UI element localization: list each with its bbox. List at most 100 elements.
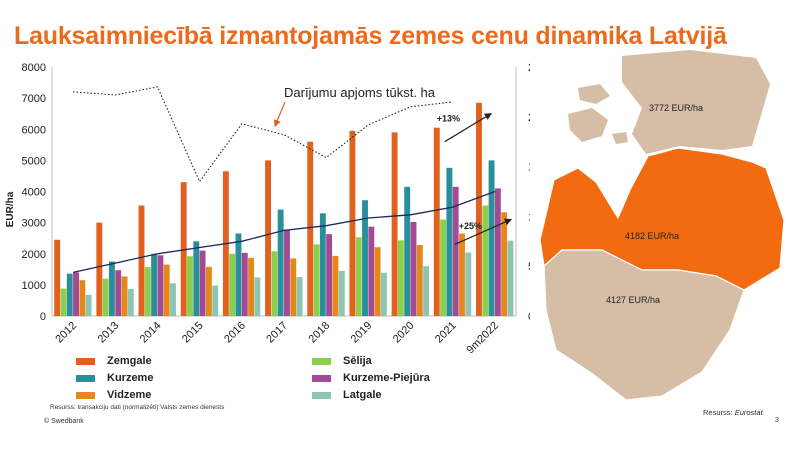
y2-tick-label: 20 bbox=[528, 112, 530, 124]
bar bbox=[380, 272, 387, 316]
bar bbox=[446, 167, 453, 316]
bar bbox=[108, 261, 115, 316]
bar bbox=[423, 266, 430, 316]
y2-tick-label: 5 bbox=[528, 261, 530, 273]
growth-label-top: +13% bbox=[437, 113, 460, 123]
x-tick-label: 2015 bbox=[180, 320, 206, 346]
legend-swatch bbox=[312, 391, 331, 399]
x-tick-label: 2013 bbox=[96, 320, 122, 346]
x-tick-label: 2021 bbox=[433, 320, 459, 346]
bar bbox=[193, 241, 200, 316]
bar bbox=[229, 253, 236, 316]
map-island-hiiumaa bbox=[578, 84, 610, 104]
y2-tick-label: 10 bbox=[528, 211, 530, 223]
legend-item: Vidzeme bbox=[76, 389, 151, 401]
copyright-brand: © Swedbank bbox=[44, 418, 84, 425]
bar bbox=[235, 233, 242, 316]
y-tick-label: 1000 bbox=[22, 280, 46, 292]
bar bbox=[163, 264, 170, 316]
bar bbox=[476, 102, 482, 316]
y-tick-label: 8000 bbox=[22, 62, 46, 74]
bar bbox=[277, 209, 284, 316]
bar bbox=[349, 130, 356, 316]
bar bbox=[115, 270, 122, 316]
bar bbox=[355, 237, 362, 316]
y-tick-label: 7000 bbox=[22, 93, 46, 105]
bar bbox=[187, 256, 193, 316]
legend-swatch bbox=[76, 391, 95, 399]
bar bbox=[254, 277, 261, 316]
map-island-saaremaa bbox=[568, 108, 608, 142]
bar bbox=[488, 160, 495, 317]
bar bbox=[440, 219, 447, 316]
bar bbox=[338, 270, 345, 316]
bar bbox=[205, 266, 212, 316]
bar bbox=[296, 277, 303, 316]
bar bbox=[391, 132, 398, 316]
map-region-north bbox=[622, 50, 770, 154]
bar bbox=[96, 222, 103, 317]
bar bbox=[60, 288, 67, 316]
growth-arrow-top bbox=[444, 113, 492, 143]
legend-label: Vidzeme bbox=[107, 389, 152, 401]
bar bbox=[79, 280, 86, 316]
bar bbox=[248, 257, 255, 316]
bar bbox=[157, 255, 164, 316]
legend-item: Sēlija bbox=[312, 355, 372, 367]
bar bbox=[265, 160, 271, 317]
bar bbox=[73, 272, 79, 316]
y-tick-label: 6000 bbox=[22, 124, 46, 136]
y-tick-label: 3000 bbox=[22, 218, 46, 230]
y-tick-label: 5000 bbox=[22, 155, 46, 167]
map-island-small bbox=[612, 132, 628, 144]
bar bbox=[410, 222, 417, 316]
bar bbox=[482, 205, 489, 316]
bar bbox=[180, 182, 187, 316]
bar bbox=[404, 186, 411, 316]
bar bbox=[212, 285, 219, 316]
transaction-volume-line bbox=[73, 86, 453, 183]
bar bbox=[271, 251, 278, 316]
y2-tick-label: 15 bbox=[528, 162, 530, 174]
bar bbox=[290, 258, 297, 316]
y-axis-title: EUR/ha bbox=[5, 191, 16, 227]
legend-label: Kurzeme-Piejūra bbox=[343, 372, 430, 384]
bar bbox=[199, 250, 206, 316]
bar bbox=[170, 283, 176, 316]
legend-item: Kurzeme-Piejūra bbox=[312, 372, 430, 384]
bar bbox=[307, 141, 314, 316]
y-tick-label: 0 bbox=[40, 311, 46, 323]
bar bbox=[465, 252, 472, 316]
land-price-chart: 0 1000 2000 3000 4000 5000 6000 7000 8000 0 5 10 15 2… bbox=[5, 62, 530, 356]
growth-arrow-bottom bbox=[454, 218, 513, 245]
volume-label-pointer bbox=[273, 101, 286, 128]
legend-swatch bbox=[76, 357, 95, 365]
bar bbox=[507, 240, 514, 316]
bar bbox=[397, 240, 404, 316]
legend-label: Zemgale bbox=[107, 355, 152, 367]
bar bbox=[102, 278, 109, 316]
legend-swatch bbox=[312, 374, 331, 382]
y2-tick-label: 0 bbox=[528, 311, 530, 323]
bar bbox=[326, 234, 333, 316]
bar bbox=[121, 276, 128, 316]
legend-swatch bbox=[76, 374, 95, 382]
bar bbox=[241, 252, 248, 316]
bar bbox=[319, 213, 326, 316]
x-tick-label: 2020 bbox=[391, 320, 417, 346]
bar bbox=[313, 244, 320, 316]
bar bbox=[416, 245, 423, 316]
legend-swatch bbox=[312, 357, 331, 365]
bar bbox=[66, 273, 73, 316]
source-prefix: Resurss: bbox=[703, 408, 735, 417]
bar bbox=[85, 294, 92, 316]
volume-line-label: Darījumu apjoms tūkst. ha bbox=[284, 85, 436, 100]
growth-label-bottom: +25% bbox=[459, 221, 482, 231]
source-note-right: Resurss: Eurostat bbox=[703, 408, 763, 417]
page-number: 3 bbox=[775, 417, 779, 424]
source-note-left: Resurss: transakciju dati (normalizēti) … bbox=[50, 404, 225, 411]
map-of-latvia-baltics: 3772 EUR/ha 4182 EUR/ha 4127 EUR/ha bbox=[539, 50, 785, 401]
legend-label: Sēlija bbox=[343, 355, 372, 367]
x-tick-label: 2016 bbox=[222, 320, 248, 346]
bar bbox=[54, 239, 61, 316]
